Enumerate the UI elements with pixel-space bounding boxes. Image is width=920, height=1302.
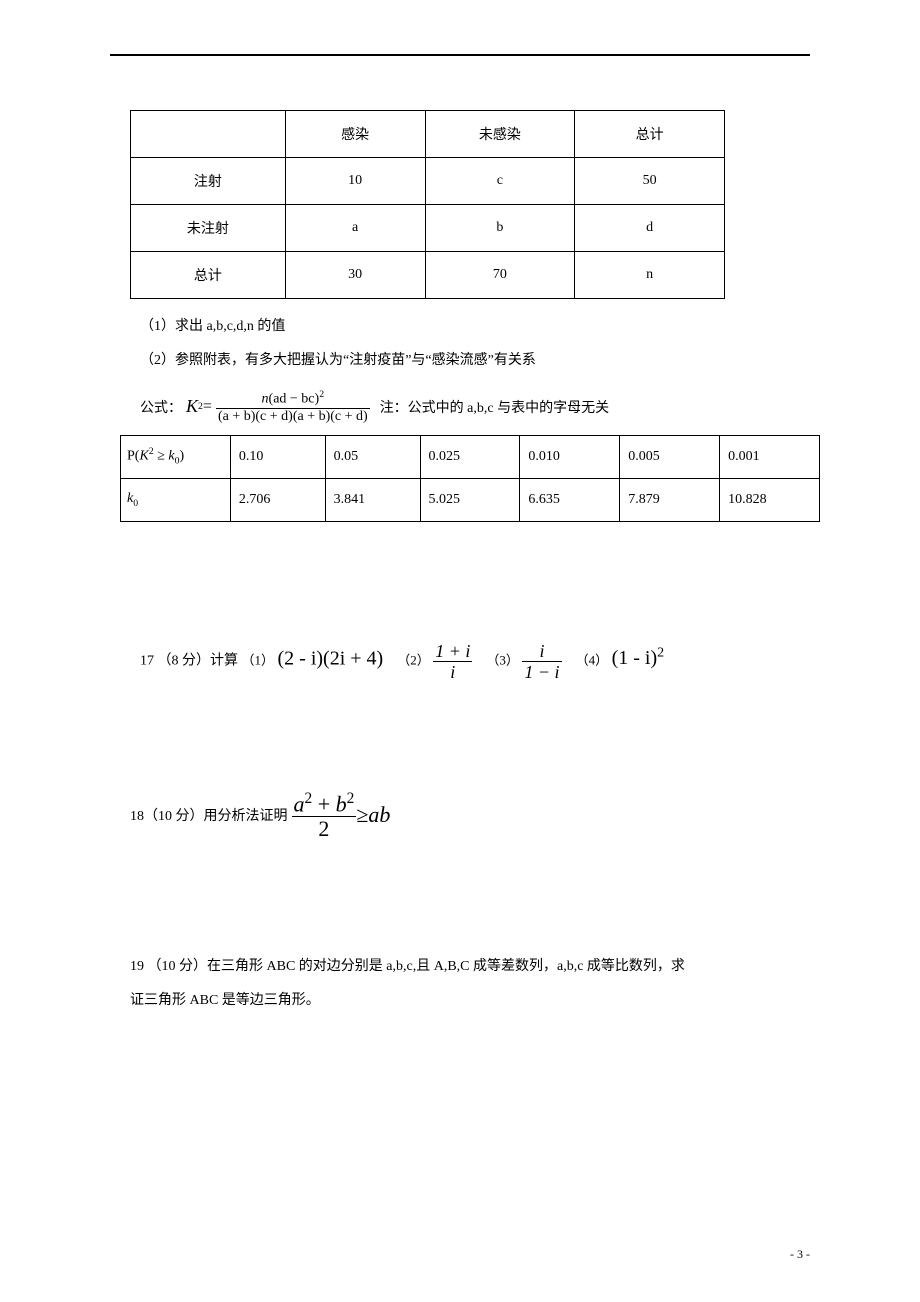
q18-rhs: ab [368,802,390,828]
cell: 10 [285,158,425,205]
cell-pk: P(K2 ≥ k0) [121,435,231,478]
cell: d [575,205,725,252]
formula-num-exp: 2 [319,389,324,400]
cell: 0.005 [620,435,720,478]
table-critical-values: P(K2 ≥ k0) 0.10 0.05 0.025 0.010 0.005 0… [120,435,820,522]
question-17: 17 （8 分）计算 （1） (2 - i)(2i + 4) （2） 1 + i… [140,642,810,681]
cell: 注射 [131,158,286,205]
cell: 总计 [131,252,286,299]
formula-den: (a + b)(c + d)(a + b)(c + d) [216,409,370,425]
table-row: 未注射 a b d [131,205,725,252]
q17-p3-frac: i 1 − i [522,642,561,681]
formula-eq: = [203,398,212,416]
cell: 6.635 [520,478,620,521]
cell: 2.706 [230,478,325,521]
formula-k2: 公式： K2 = n(ad − bc)2 (a + b)(c + d)(a + … [140,389,810,425]
cell-k0: k0 [121,478,231,521]
q17-p2-label: （2） [397,652,430,667]
cell: 0.010 [520,435,620,478]
cell: 0.025 [420,435,520,478]
table-row: P(K2 ≥ k0) 0.10 0.05 0.025 0.010 0.005 0… [121,435,820,478]
cell: 感染 [285,111,425,158]
table-infection: 感染 未感染 总计 注射 10 c 50 未注射 a b d 总计 30 70 … [130,110,725,299]
formula-K: K [186,396,198,417]
q17-p1: (2 - i)(2i + 4) [278,647,384,669]
cell: 50 [575,158,725,205]
table-row: 注射 10 c 50 [131,158,725,205]
question-part2: （2）参照附表，有多大把握认为“注射疫苗”与“感染流感”有关系 [140,347,810,375]
cell: 70 [425,252,575,299]
cell: 30 [285,252,425,299]
question-19: 19 （10 分）在三角形 ABC 的对边分别是 a,b,c,且 A,B,C 成… [130,950,810,1017]
formula-num-inner: (ad − bc) [269,392,320,407]
q17-p1-label: （1） [242,652,275,667]
table-row: 感染 未感染 总计 [131,111,725,158]
cell: 3.841 [325,478,420,521]
q17-p4-label: （4） [576,652,609,667]
q18-label: 18（10 分）用分析法证明 [130,805,288,825]
cell: 未感染 [425,111,575,158]
cell: b [425,205,575,252]
q19-line1: 19 （10 分）在三角形 ABC 的对边分别是 a,b,c,且 A,B,C 成… [130,950,810,984]
cell [131,111,286,158]
cell: 总计 [575,111,725,158]
cell: n [575,252,725,299]
q18-frac: a2 + b2 2 [292,791,357,840]
cell: 0.10 [230,435,325,478]
cell: 0.05 [325,435,420,478]
cell: 10.828 [720,478,820,521]
cell: 0.001 [720,435,820,478]
cell: 5.025 [420,478,520,521]
formula-num-n: n [262,392,269,407]
q18-geq: ≥ [356,802,368,828]
q17-label: 17 （8 分）计算 [140,653,242,668]
table-row: 总计 30 70 n [131,252,725,299]
q17-p2-frac: 1 + i i [433,642,472,681]
question-part1: （1）求出 a,b,c,d,n 的值 [140,313,810,341]
q19-line2: 证三角形 ABC 是等边三角形。 [130,984,810,1018]
q17-p3-label: （3） [486,652,519,667]
table-row: k0 2.706 3.841 5.025 6.635 7.879 10.828 [121,478,820,521]
formula-prefix: 公式： [140,397,182,417]
cell: a [285,205,425,252]
cell: c [425,158,575,205]
cell: 未注射 [131,205,286,252]
cell: 7.879 [620,478,720,521]
page-number: - 3 - [790,1247,810,1262]
q17-p4: (1 - i)2 [612,647,665,669]
header-rule [110,54,810,56]
question-18: 18（10 分）用分析法证明 a2 + b2 2 ≥ ab [130,791,810,840]
formula-note: 注：公式中的 a,b,c 与表中的字母无关 [380,397,609,417]
